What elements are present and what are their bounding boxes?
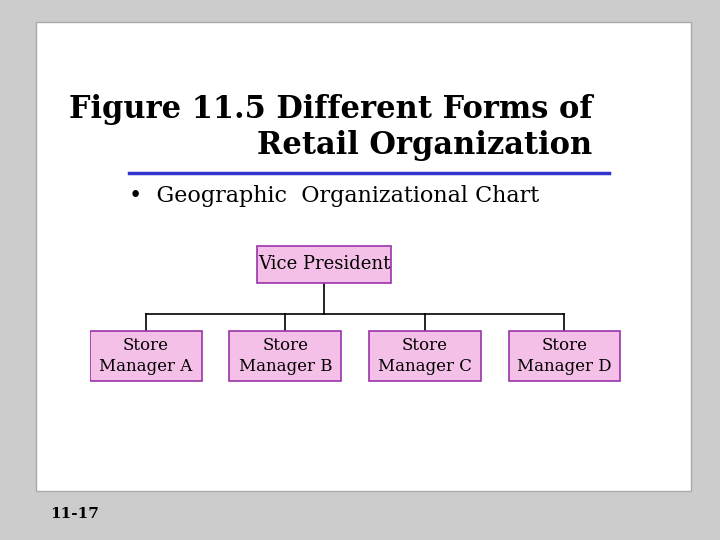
FancyBboxPatch shape [508,331,620,381]
Text: Store
Manager C: Store Manager C [378,337,472,375]
Text: Vice President: Vice President [258,255,390,273]
Text: 11-17: 11-17 [50,508,99,522]
Text: Store
Manager A: Store Manager A [99,337,192,375]
FancyBboxPatch shape [369,331,481,381]
FancyBboxPatch shape [230,331,341,381]
Text: •  Geographic  Organizational Chart: • Geographic Organizational Chart [129,185,539,207]
Text: Figure 11.5 Different Forms of
Retail Organization: Figure 11.5 Different Forms of Retail Or… [68,94,593,161]
Text: Store
Manager B: Store Manager B [238,337,332,375]
FancyBboxPatch shape [258,246,392,283]
FancyBboxPatch shape [90,331,202,381]
Text: Store
Manager D: Store Manager D [517,337,611,375]
